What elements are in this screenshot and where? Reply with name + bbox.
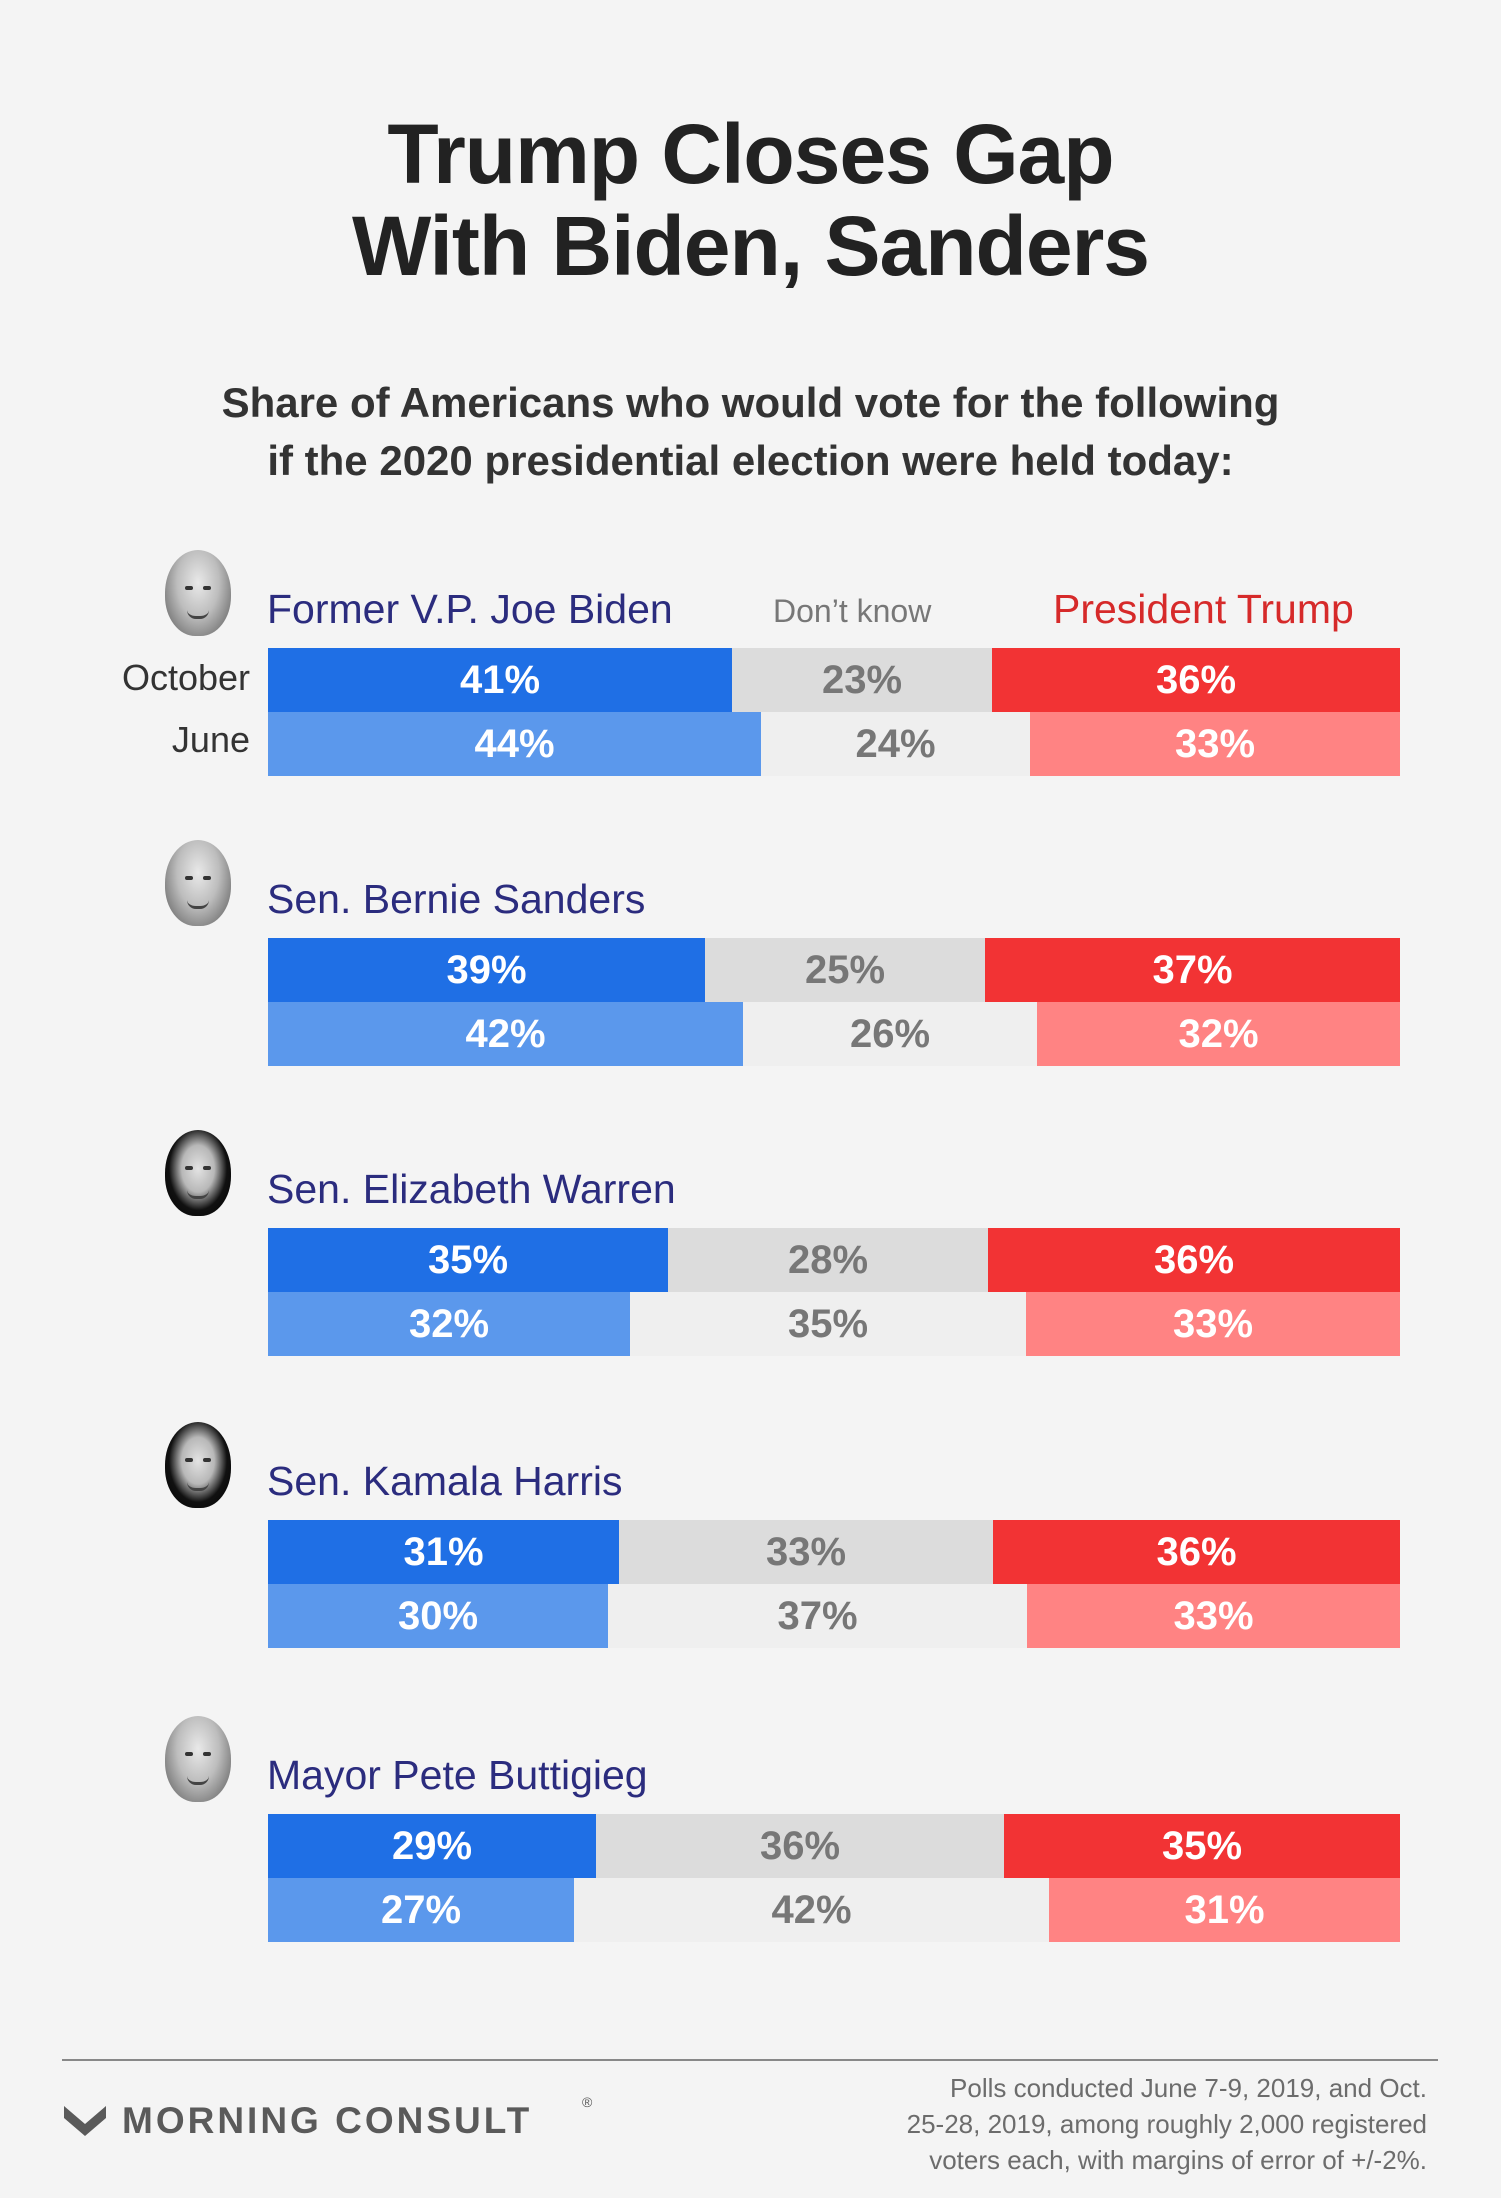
data-label: 33% bbox=[1173, 1593, 1254, 1638]
chart-subtitle: Share of Americans who would vote for th… bbox=[0, 374, 1501, 490]
data-label: 36% bbox=[759, 1823, 841, 1868]
bar-row-sanders-june: 42% 26% 32% bbox=[268, 1002, 1400, 1066]
subtitle-line-2: if the 2020 presidential election were h… bbox=[267, 437, 1234, 484]
candidate-name-biden: Former V.P. Joe Biden bbox=[267, 586, 673, 632]
data-label: 29% bbox=[391, 1823, 473, 1868]
bar-segment-rep: 36% bbox=[992, 648, 1400, 712]
bar-segment-dk: 25% bbox=[705, 938, 985, 1002]
data-label: 44% bbox=[474, 721, 555, 766]
data-label: 36% bbox=[1155, 657, 1237, 702]
data-label: 33% bbox=[1172, 1301, 1254, 1346]
footer-divider bbox=[62, 2059, 1438, 2061]
bar-segment-rep: 32% bbox=[1037, 1002, 1400, 1066]
footnote: Polls conducted June 7-9, 2019, and Oct.… bbox=[727, 2070, 1427, 2178]
bar-segment-rep: 36% bbox=[993, 1520, 1400, 1584]
data-label: 23% bbox=[821, 657, 903, 702]
bar-segment-rep: 31% bbox=[1049, 1878, 1400, 1942]
bar-segment-dem: 31% bbox=[268, 1520, 619, 1584]
bar-segment-dem: 41% bbox=[268, 648, 732, 712]
buttigieg-portrait-icon bbox=[165, 1716, 231, 1802]
candidate-name-buttigieg: Mayor Pete Buttigieg bbox=[267, 1752, 648, 1798]
harris-portrait-icon bbox=[165, 1422, 231, 1508]
sanders-portrait-icon bbox=[165, 840, 231, 926]
bar-segment-dk: 35% bbox=[630, 1292, 1026, 1356]
bar-segment-dk: 33% bbox=[619, 1520, 993, 1584]
bar-segment-rep: 37% bbox=[985, 938, 1400, 1002]
bar-segment-rep: 33% bbox=[1030, 712, 1400, 776]
footnote-line-2: 25-28, 2019, among roughly 2,000 registe… bbox=[906, 2109, 1427, 2139]
bar-segment-rep: 35% bbox=[1004, 1814, 1400, 1878]
bar-row-biden-june: 44% 24% 33% bbox=[268, 712, 1400, 776]
bar-segment-rep: 33% bbox=[1027, 1584, 1400, 1648]
bar-segment-dem: 27% bbox=[268, 1878, 574, 1942]
candidate-name-harris: Sen. Kamala Harris bbox=[267, 1458, 623, 1504]
bar-row-harris-june: 30% 37% 33% bbox=[268, 1584, 1400, 1648]
bar-segment-dk: 23% bbox=[732, 648, 992, 712]
bar-row-harris-october: 31% 33% 36% bbox=[268, 1520, 1400, 1584]
data-label: 42% bbox=[771, 1887, 852, 1932]
data-label: 32% bbox=[408, 1301, 490, 1346]
bar-segment-dk: 36% bbox=[596, 1814, 1004, 1878]
bar-segment-dem: 32% bbox=[268, 1292, 630, 1356]
data-label: 39% bbox=[446, 947, 527, 992]
bar-segment-dem: 30% bbox=[268, 1584, 608, 1648]
candidate-name-sanders: Sen. Bernie Sanders bbox=[267, 876, 646, 922]
biden-portrait-icon bbox=[165, 550, 231, 636]
data-label: 36% bbox=[1153, 1237, 1235, 1282]
bar-segment-dk: 37% bbox=[608, 1584, 1027, 1648]
footnote-line-1: Polls conducted June 7-9, 2019, and Oct. bbox=[950, 2073, 1427, 2103]
data-label: 35% bbox=[787, 1301, 869, 1346]
bar-segment-dem: 29% bbox=[268, 1814, 596, 1878]
bar-row-buttigieg-october: 29% 36% 35% bbox=[268, 1814, 1400, 1878]
data-label: 28% bbox=[787, 1237, 869, 1282]
registered-mark: ® bbox=[582, 2094, 593, 2110]
data-label: 37% bbox=[1152, 947, 1233, 992]
bar-segment-dem: 35% bbox=[268, 1228, 668, 1292]
legend-dont-know: Don’t know bbox=[773, 593, 932, 629]
data-label: 35% bbox=[1161, 1823, 1243, 1868]
data-label: 31% bbox=[1184, 1887, 1265, 1932]
row-label-october: October bbox=[121, 657, 250, 698]
row-label-june: June bbox=[171, 719, 250, 760]
bar-segment-dk: 24% bbox=[761, 712, 1030, 776]
title-line-2: With Biden, Sanders bbox=[351, 199, 1150, 293]
bar-row-warren-june: 32% 35% 33% bbox=[268, 1292, 1400, 1356]
bar-segment-dem: 42% bbox=[268, 1002, 743, 1066]
legend-president-trump: President Trump bbox=[1053, 586, 1354, 632]
data-label: 41% bbox=[459, 657, 541, 702]
bar-row-warren-october: 35% 28% 36% bbox=[268, 1228, 1400, 1292]
data-label: 36% bbox=[1156, 1529, 1237, 1574]
bar-segment-dk: 26% bbox=[743, 1002, 1037, 1066]
bar-segment-dk: 28% bbox=[668, 1228, 988, 1292]
candidate-name-warren: Sen. Elizabeth Warren bbox=[267, 1166, 676, 1212]
bar-row-biden-october: 41% 23% 36% bbox=[268, 648, 1400, 712]
data-label: 33% bbox=[1174, 721, 1256, 766]
data-label: 33% bbox=[765, 1529, 847, 1574]
bar-row-buttigieg-june: 27% 42% 31% bbox=[268, 1878, 1400, 1942]
title-line-1: Trump Closes Gap bbox=[387, 107, 1114, 201]
data-label: 27% bbox=[380, 1887, 462, 1932]
data-label: 42% bbox=[465, 1011, 546, 1056]
subtitle-line-1: Share of Americans who would vote for th… bbox=[221, 379, 1280, 426]
bar-segment-dk: 42% bbox=[574, 1878, 1049, 1942]
bar-segment-rep: 33% bbox=[1026, 1292, 1400, 1356]
data-label: 35% bbox=[427, 1237, 509, 1282]
data-label: 37% bbox=[777, 1593, 858, 1638]
data-label: 24% bbox=[855, 721, 936, 766]
footnote-line-3: voters each, with margins of error of +/… bbox=[929, 2145, 1427, 2175]
bar-segment-dem: 39% bbox=[268, 938, 705, 1002]
data-label: 31% bbox=[403, 1529, 484, 1574]
morning-consult-logo-icon bbox=[64, 2106, 106, 2136]
bar-segment-rep: 36% bbox=[988, 1228, 1400, 1292]
data-label: 30% bbox=[397, 1593, 479, 1638]
chart-title: Trump Closes Gap With Biden, Sanders bbox=[0, 108, 1501, 292]
bar-row-sanders-october: 39% 25% 37% bbox=[268, 938, 1400, 1002]
data-label: 26% bbox=[849, 1011, 931, 1056]
brand-wordmark: MORNING CONSULT bbox=[122, 2100, 533, 2141]
bar-segment-dem: 44% bbox=[268, 712, 761, 776]
data-label: 25% bbox=[804, 947, 886, 992]
warren-portrait-icon bbox=[165, 1130, 231, 1216]
data-label: 32% bbox=[1178, 1011, 1259, 1056]
